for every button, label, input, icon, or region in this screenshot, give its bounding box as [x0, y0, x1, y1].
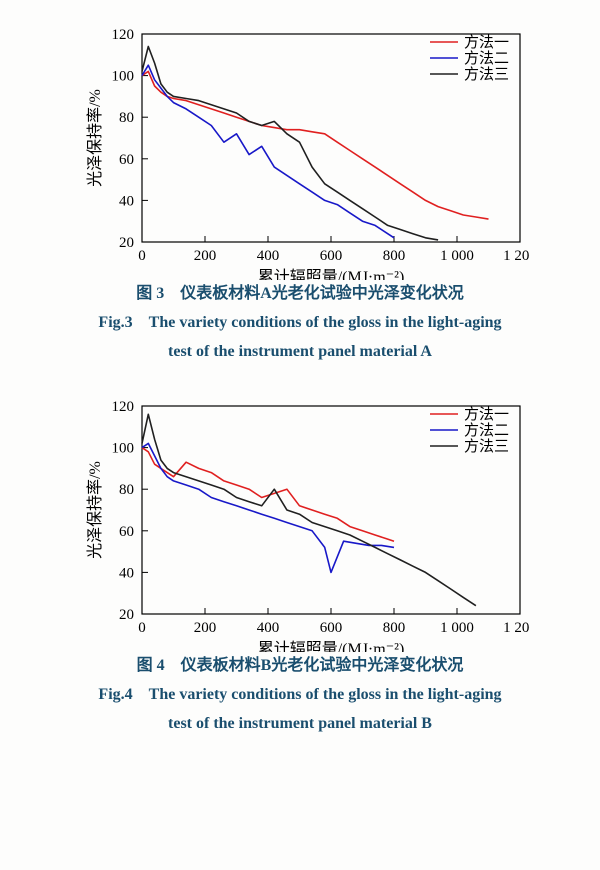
caption-en2-fig3: test of the instrument panel material A: [0, 338, 600, 367]
svg-text:0: 0: [138, 248, 146, 264]
svg-text:光泽保持率/%: 光泽保持率/%: [86, 462, 104, 560]
caption-fig3: 图 3 仪表板材料A光老化试验中光泽变化状况 Fig.3 The variety…: [0, 280, 600, 366]
svg-text:累计辐照量/(MJ·m⁻²): 累计辐照量/(MJ·m⁻²): [258, 640, 405, 652]
svg-text:400: 400: [257, 248, 280, 264]
figure-3: 0 200 400 600 800 1 000 1 200 20 40 60 80 100 120 累计辐…: [0, 0, 600, 366]
svg-text:1 000: 1 000: [440, 248, 474, 264]
svg-text:80: 80: [119, 110, 134, 126]
svg-text:1 200: 1 200: [503, 620, 530, 636]
svg-text:累计辐照量/(MJ·m⁻²): 累计辐照量/(MJ·m⁻²): [258, 268, 405, 280]
svg-text:60: 60: [119, 524, 134, 540]
svg-text:100: 100: [112, 441, 135, 457]
svg-text:方法二: 方法二: [464, 422, 509, 439]
figure-4: 0 200 400 600 800 1 000 1 200 20 40 60 80 100 120 累计辐…: [0, 366, 600, 738]
svg-text:120: 120: [112, 399, 135, 415]
svg-text:100: 100: [112, 69, 135, 85]
svg-text:600: 600: [320, 248, 343, 264]
caption-fig4: 图 4 仪表板材料B光老化试验中光泽变化状况 Fig.4 The variety…: [0, 652, 600, 738]
svg-text:200: 200: [194, 620, 217, 636]
svg-text:400: 400: [257, 620, 280, 636]
svg-text:80: 80: [119, 483, 134, 499]
svg-text:20: 20: [119, 607, 134, 623]
svg-text:40: 40: [119, 193, 134, 209]
svg-text:40: 40: [119, 566, 134, 582]
caption-en2-fig4: test of the instrument panel material B: [0, 710, 600, 739]
caption-en1-fig4: Fig.4 The variety conditions of the glos…: [0, 681, 600, 710]
svg-text:1 000: 1 000: [440, 620, 474, 636]
svg-text:600: 600: [320, 620, 343, 636]
chart-fig3: 0 200 400 600 800 1 000 1 200 20 40 60 80 100 120 累计辐…: [70, 20, 530, 280]
svg-text:方法一: 方法一: [464, 34, 509, 51]
svg-text:20: 20: [119, 235, 134, 251]
svg-text:60: 60: [119, 152, 134, 168]
svg-text:方法三: 方法三: [464, 438, 509, 455]
svg-text:120: 120: [112, 27, 135, 43]
caption-cn-fig3: 图 3 仪表板材料A光老化试验中光泽变化状况: [0, 280, 600, 309]
chart-fig4: 0 200 400 600 800 1 000 1 200 20 40 60 80 100 120 累计辐…: [70, 392, 530, 652]
svg-text:800: 800: [383, 248, 406, 264]
svg-text:0: 0: [138, 620, 146, 636]
svg-text:方法一: 方法一: [464, 406, 509, 423]
caption-en1-fig3: Fig.3 The variety conditions of the glos…: [0, 309, 600, 338]
svg-text:200: 200: [194, 248, 217, 264]
svg-text:800: 800: [383, 620, 406, 636]
svg-text:方法三: 方法三: [464, 66, 509, 83]
svg-text:光泽保持率/%: 光泽保持率/%: [86, 89, 104, 187]
svg-text:1 200: 1 200: [503, 248, 530, 264]
svg-text:方法二: 方法二: [464, 50, 509, 67]
caption-cn-fig4: 图 4 仪表板材料B光老化试验中光泽变化状况: [0, 652, 600, 681]
